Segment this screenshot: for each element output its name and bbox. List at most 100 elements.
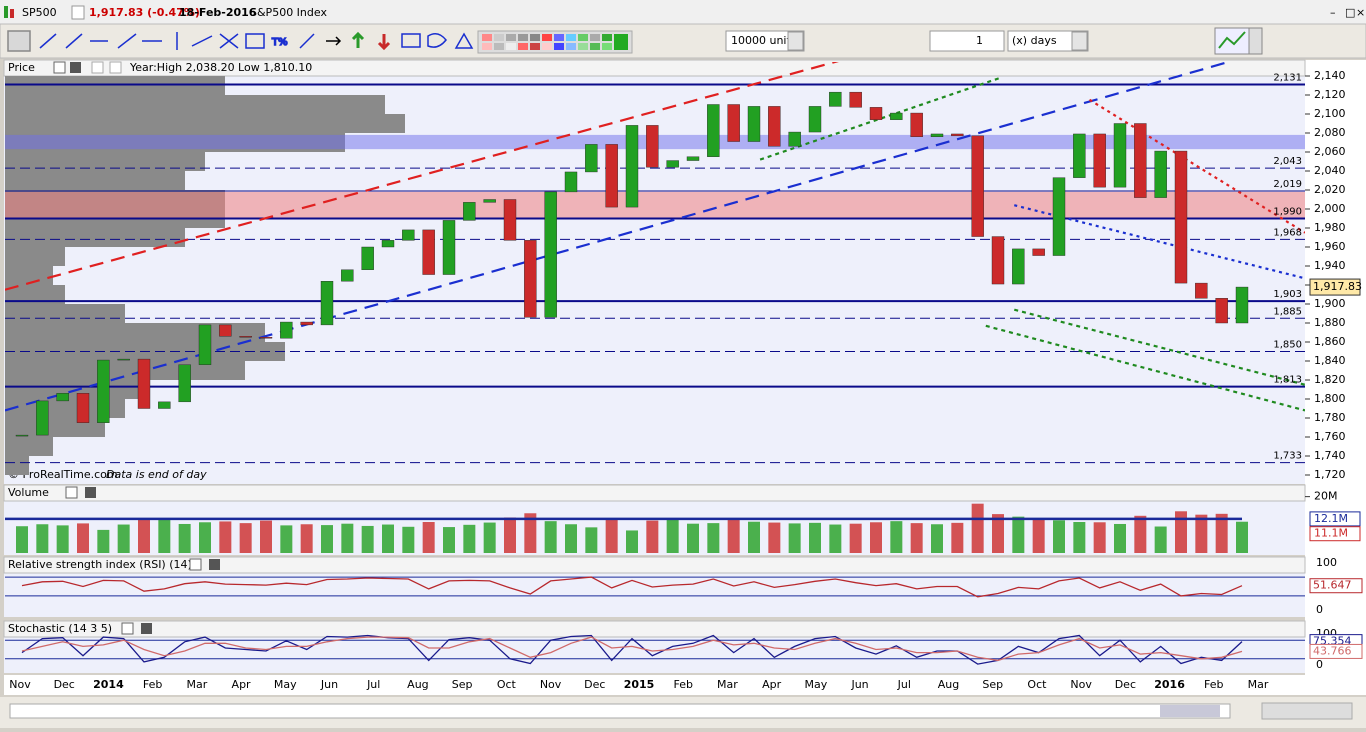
swatch[interactable]	[578, 34, 588, 41]
panel-close[interactable]	[70, 62, 81, 73]
tool-fibo[interactable]	[245, 33, 265, 49]
scroll-thumb[interactable]	[1160, 705, 1220, 717]
units-value: 10000 units	[731, 34, 797, 47]
panel-button[interactable]	[109, 61, 122, 74]
price-subtitle: Year:High 2,038.20 Low 1,810.10	[129, 61, 312, 74]
swatch[interactable]	[518, 34, 528, 41]
panel-button[interactable]	[189, 558, 202, 571]
volume-bar	[300, 524, 313, 553]
tool-buy[interactable]	[351, 31, 365, 48]
tool-pointer[interactable]	[7, 30, 31, 52]
swatch[interactable]	[554, 43, 564, 50]
tool-sell[interactable]	[377, 34, 391, 51]
x-tick-label: 2014	[93, 678, 124, 691]
panel-button[interactable]	[65, 486, 78, 499]
panel-close[interactable]	[141, 623, 152, 634]
volume-bar	[687, 523, 699, 553]
swatch[interactable]	[578, 43, 588, 50]
volume-profile-bar	[5, 399, 125, 418]
y-tick-label: 1,900	[1314, 297, 1346, 310]
units-select[interactable]	[725, 30, 805, 52]
indicators-dropdown[interactable]	[1248, 27, 1263, 55]
volume-profile-bar	[5, 228, 185, 247]
tool-rect[interactable]	[401, 33, 421, 48]
swatch[interactable]	[590, 34, 600, 41]
panel-button[interactable]	[53, 61, 66, 74]
candle	[137, 358, 151, 409]
scrollbar[interactable]	[9, 703, 1231, 719]
panel-close[interactable]	[209, 559, 220, 570]
volume-bar	[666, 519, 679, 553]
swatch[interactable]	[530, 34, 540, 41]
swatch[interactable]	[494, 34, 504, 41]
y-tick-label: 1,940	[1314, 259, 1346, 272]
swatch[interactable]	[506, 43, 516, 50]
tool-ellipse[interactable]	[427, 33, 447, 48]
swatch[interactable]	[542, 43, 552, 50]
color-palette	[477, 30, 633, 54]
swatch[interactable]	[542, 34, 552, 41]
swatch[interactable]	[494, 43, 504, 50]
tool-channel[interactable]	[191, 35, 213, 47]
info-icon[interactable]	[71, 5, 85, 20]
zoom-controls[interactable]	[1261, 702, 1353, 720]
swatch[interactable]	[602, 34, 612, 41]
volume-bar	[565, 524, 577, 553]
tool-arrow-diag[interactable]	[299, 33, 315, 49]
volume-bar	[1032, 518, 1045, 553]
candle	[971, 135, 984, 237]
trend-line	[985, 324, 1305, 412]
candle	[646, 125, 659, 168]
swatch[interactable]	[602, 43, 612, 50]
maximize[interactable]: □	[1345, 6, 1355, 19]
swatch[interactable]	[590, 43, 600, 50]
swatch[interactable]	[566, 43, 576, 50]
x-tick-label: Feb	[143, 678, 162, 691]
time-axis	[4, 675, 1366, 695]
volume-bar	[1236, 521, 1248, 553]
tool-ray[interactable]	[117, 33, 137, 49]
volume-bar	[443, 527, 455, 553]
minimize[interactable]: –	[1330, 6, 1336, 19]
x-tick-label: Mar	[186, 678, 207, 691]
tool-percent[interactable]: T%	[270, 36, 288, 49]
swatch[interactable]	[614, 34, 628, 50]
volume-bar	[748, 521, 760, 553]
candle	[951, 133, 964, 137]
y-tick-label: 1,820	[1314, 373, 1346, 386]
tool-ruler[interactable]	[39, 33, 57, 49]
volume-profile-bar	[5, 114, 405, 133]
swatch[interactable]	[518, 43, 528, 50]
y-tick-label: 0	[1316, 603, 1323, 616]
units-dropdown[interactable]	[787, 31, 804, 51]
panel-button[interactable]	[91, 61, 104, 74]
candle	[910, 112, 923, 138]
close[interactable]: ×	[1356, 6, 1365, 19]
tool-arrow[interactable]	[326, 36, 342, 46]
candle	[1195, 282, 1208, 299]
panel-button[interactable]	[121, 622, 134, 635]
x-tick-label: May	[804, 678, 827, 691]
period-dropdown[interactable]	[1071, 31, 1088, 51]
swatch[interactable]	[530, 43, 540, 50]
tool-triangle[interactable]	[454, 32, 474, 49]
panel-close[interactable]	[85, 487, 96, 498]
tool-line[interactable]	[65, 33, 83, 49]
x-tick-label: Mar	[717, 678, 738, 691]
swatch[interactable]	[566, 34, 576, 41]
swatch[interactable]	[482, 43, 492, 50]
period-unit-select[interactable]	[1007, 30, 1089, 52]
candle	[768, 106, 781, 147]
swatch[interactable]	[506, 34, 516, 41]
volume-bar	[16, 526, 28, 553]
candle	[198, 324, 212, 365]
period-count-input[interactable]	[929, 30, 1005, 52]
volume-bar	[768, 522, 781, 553]
volume-profile-bar	[5, 171, 185, 190]
swatch[interactable]	[554, 34, 564, 41]
candle	[1012, 248, 1025, 285]
swatch[interactable]	[482, 34, 492, 41]
last-volume-box	[1309, 526, 1361, 542]
tool-fan[interactable]	[219, 33, 239, 49]
level-label: 1,733	[1273, 451, 1302, 462]
